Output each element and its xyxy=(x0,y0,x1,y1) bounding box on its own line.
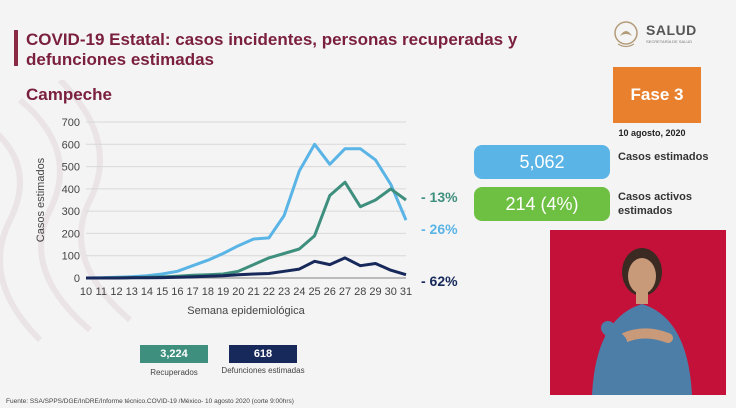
defunciones-label: Defunciones estimadas xyxy=(221,366,305,375)
source-footer: Fuente: SSA/SPPS/DGE/InDRE/Informe técni… xyxy=(0,396,736,408)
casos-estimados-value: 5,062 xyxy=(474,145,610,179)
x-tick-label: 15 xyxy=(156,286,168,298)
y-tick-label: 400 xyxy=(62,184,80,196)
state-name: Campeche xyxy=(26,85,112,104)
x-tick-label: 16 xyxy=(171,286,183,298)
logo-text: SALUD xyxy=(646,22,697,38)
x-tick-label: 17 xyxy=(187,286,199,298)
y-tick-label: 300 xyxy=(62,206,80,218)
decorative-pattern xyxy=(0,80,132,343)
y-axis-label: Casos estimados xyxy=(35,157,47,242)
x-tick-label: 21 xyxy=(247,286,259,298)
recuperados-label: Recuperados xyxy=(150,368,198,377)
x-axis-label: Semana epidemiológica xyxy=(187,305,305,317)
x-tick-label: 23 xyxy=(278,286,290,298)
fase-badge: Fase 3 xyxy=(613,67,701,123)
x-tick-label: 29 xyxy=(369,286,381,298)
title-accent-bar xyxy=(14,30,18,66)
y-tick-label: 500 xyxy=(62,162,80,174)
casos-activos-label: Casos activos estimados xyxy=(618,191,692,217)
x-tick-label: 10 xyxy=(80,286,92,298)
logo-subtext: SECRETARÍA DE SALUD xyxy=(646,39,693,44)
x-tick-label: 20 xyxy=(232,286,244,298)
casos-activos-value: 214 (4%) xyxy=(474,187,610,221)
x-tick-label: 12 xyxy=(110,286,122,298)
x-tick-label: 24 xyxy=(293,286,305,298)
line-chart: 0 100 200 300 400 500 600 700 10 11 12 13 14 15 16 17 18… xyxy=(35,117,458,317)
x-tick-label: 25 xyxy=(308,286,320,298)
y-tick-label: 0 xyxy=(74,273,80,285)
x-tick-label: 11 xyxy=(96,286,107,298)
interpreter-figure xyxy=(592,248,692,395)
x-tick-label: 18 xyxy=(202,286,214,298)
report-date: 10 agosto, 2020 xyxy=(618,128,686,138)
page-title: COVID-19 Estatal: casos incidentes, pers… xyxy=(26,30,518,69)
series-change-label: - 62% xyxy=(421,273,458,289)
x-tick-label: 26 xyxy=(324,286,336,298)
y-tick-label: 200 xyxy=(62,228,80,240)
series-change-label: - 13% xyxy=(421,189,458,205)
sign-language-interpreter xyxy=(550,230,726,395)
x-tick-label: 28 xyxy=(354,286,366,298)
salud-logo: SALUD SECRETARÍA DE SALUD xyxy=(612,20,722,52)
series-change-label: - 26% xyxy=(421,221,458,237)
x-tick-label: 13 xyxy=(126,286,138,298)
coat-of-arms-icon xyxy=(614,21,638,48)
recuperados-value: 3,224 xyxy=(140,345,208,363)
y-tick-label: 600 xyxy=(62,139,80,151)
x-tick-label: 31 xyxy=(400,286,412,298)
x-tick-label: 19 xyxy=(217,286,229,298)
x-tick-label: 14 xyxy=(141,286,153,298)
x-tick-label: 22 xyxy=(263,286,275,298)
y-tick-label: 100 xyxy=(62,251,80,263)
defunciones-value: 618 xyxy=(229,345,297,363)
series-line xyxy=(86,256,407,280)
x-tick-label: 30 xyxy=(385,286,397,298)
casos-estimados-label: Casos estimados xyxy=(618,151,709,163)
y-tick-label: 700 xyxy=(62,117,80,129)
x-tick-label: 27 xyxy=(339,286,351,298)
